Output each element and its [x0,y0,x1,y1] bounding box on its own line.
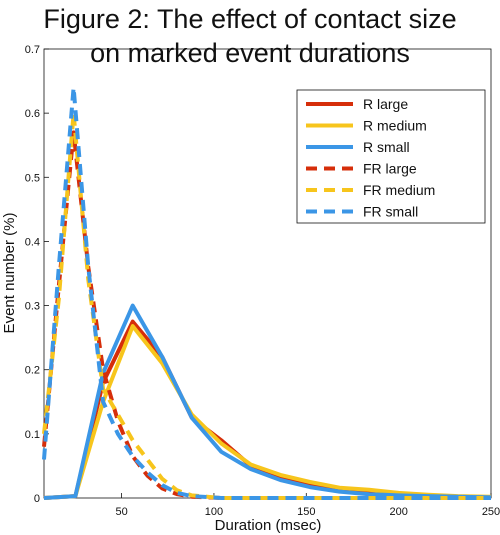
y-tick-label: 0.3 [25,301,40,313]
y-axis-title: Event number (%) [1,213,18,334]
chart-title-line-1: Figure 2: The effect of contact size [43,4,457,34]
x-tick-label: 250 [482,506,500,518]
y-tick-label: 0 [34,493,40,505]
series-line-fr-small [42,85,491,500]
y-tick-label: 0.7 [25,44,40,56]
y-tick-label: 0.6 [25,108,40,120]
y-tick-label: 0.1 [25,429,40,441]
legend-label: R medium [363,118,427,134]
legend-box [296,89,486,224]
axis-ticks: 50 100 150 200 250 0 0.1 0.2 0.3 0.4 0.5 0.6 0.7 [25,44,500,518]
y-tick-label: 0.2 [25,365,40,377]
chart-title-line-2: on marked event durations [90,38,410,68]
legend-label: FR medium [363,182,435,198]
y-tick-label: 0.4 [25,236,40,248]
legend-label: R small [363,139,410,155]
x-tick-label: 200 [389,506,407,518]
series-line-r-small [43,303,492,500]
legend-label: FR small [363,204,418,220]
chart-title: Figure 2: The effect of contact size on … [0,2,500,70]
legend-label: FR large [363,161,417,177]
legend-label: R large [363,96,408,112]
x-tick-label: 100 [205,506,223,518]
x-tick-label: 150 [297,506,315,518]
x-tick-label: 50 [115,506,127,518]
y-tick-label: 0.5 [25,172,40,184]
series-lines [42,85,492,500]
legend: R large R medium R small FR large FR medium F… [296,89,486,224]
x-axis-title: Duration (msec) [215,517,322,534]
